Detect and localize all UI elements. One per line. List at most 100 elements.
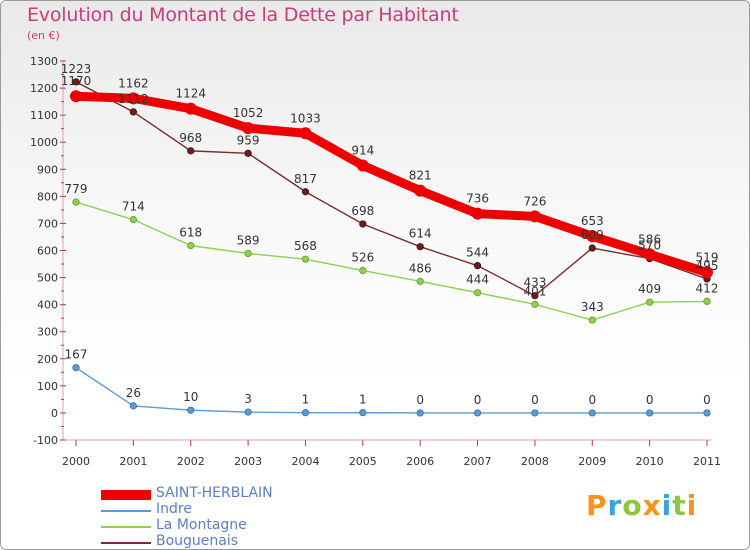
logo-letter: P bbox=[586, 489, 608, 522]
data-point bbox=[244, 149, 252, 157]
series-line bbox=[75, 367, 708, 414]
data-point bbox=[701, 266, 713, 279]
data-point bbox=[129, 216, 137, 224]
data-label: 10 bbox=[183, 390, 198, 404]
data-point bbox=[588, 409, 596, 417]
logo-letter: t bbox=[672, 489, 687, 522]
data-label: 821 bbox=[409, 169, 432, 183]
data-point bbox=[187, 242, 195, 250]
data-point bbox=[646, 298, 654, 306]
data-label: 1 bbox=[359, 393, 367, 407]
logo-letter: x bbox=[642, 489, 662, 522]
data-point bbox=[703, 409, 711, 417]
data-label: 495 bbox=[696, 259, 719, 273]
data-label: 0 bbox=[588, 393, 596, 407]
x-tick-label: 2008 bbox=[521, 455, 549, 468]
chart-subtitle: (en €) bbox=[27, 29, 60, 42]
data-label: 444 bbox=[466, 273, 489, 287]
x-tick-label: 2011 bbox=[693, 455, 721, 468]
data-point bbox=[531, 409, 539, 417]
chart-title: Evolution du Montant de la Dette par Hab… bbox=[27, 4, 459, 26]
y-tick-label: -100 bbox=[33, 434, 58, 447]
data-point bbox=[359, 220, 367, 228]
data-label: 618 bbox=[179, 226, 202, 240]
legend-label: SAINT-HERBLAIN bbox=[156, 485, 273, 501]
data-label: 0 bbox=[531, 393, 539, 407]
data-label: 1124 bbox=[175, 87, 206, 101]
data-point bbox=[473, 289, 482, 297]
data-label: 726 bbox=[523, 194, 546, 208]
y-tick-label: 600 bbox=[37, 245, 58, 258]
data-point bbox=[473, 409, 482, 417]
legend-item: La Montagne bbox=[101, 518, 321, 534]
x-tick-label: 2002 bbox=[177, 455, 205, 468]
y-tick-label: 1100 bbox=[30, 109, 58, 122]
data-point bbox=[359, 266, 367, 275]
data-point bbox=[414, 184, 427, 197]
data-label: 968 bbox=[179, 131, 202, 145]
data-label: 586 bbox=[638, 232, 661, 246]
y-tick-label: 1300 bbox=[30, 55, 58, 68]
data-point bbox=[356, 159, 369, 172]
data-point bbox=[646, 409, 654, 417]
x-tick-label: 2009 bbox=[578, 455, 606, 468]
legend-swatch bbox=[101, 526, 151, 528]
logo-letter: i bbox=[661, 489, 673, 522]
data-label: 1170 bbox=[61, 74, 92, 88]
data-label: 409 bbox=[638, 282, 661, 296]
legend-item: Bouguenais bbox=[101, 533, 321, 549]
data-label: 433 bbox=[523, 276, 546, 290]
data-label: 526 bbox=[351, 251, 374, 265]
data-point bbox=[588, 316, 596, 324]
y-tick-label: 1200 bbox=[30, 82, 58, 95]
data-label: 412 bbox=[696, 281, 719, 295]
data-point bbox=[72, 198, 80, 206]
data-label: 3 bbox=[244, 392, 252, 406]
data-point bbox=[531, 292, 539, 300]
data-point bbox=[127, 92, 140, 105]
legend-swatch bbox=[101, 490, 151, 500]
y-tick-label: 800 bbox=[37, 190, 58, 203]
data-point bbox=[471, 207, 484, 220]
data-label: 0 bbox=[703, 393, 711, 407]
data-point bbox=[528, 210, 541, 223]
logo-letter: i bbox=[686, 489, 698, 522]
data-point bbox=[72, 78, 80, 86]
x-tick-label: 2000 bbox=[62, 455, 90, 468]
x-tick-label: 2003 bbox=[234, 455, 262, 468]
data-point bbox=[187, 147, 195, 155]
data-label: 614 bbox=[409, 227, 432, 241]
data-point bbox=[129, 402, 137, 410]
x-tick-label: 2006 bbox=[406, 455, 434, 468]
data-point bbox=[531, 300, 539, 308]
proxiti-logo: Proxiti bbox=[586, 489, 697, 522]
data-label: 519 bbox=[696, 250, 719, 264]
data-label: 609 bbox=[581, 228, 604, 242]
data-point bbox=[244, 408, 252, 416]
series-line bbox=[75, 81, 708, 297]
data-label: 486 bbox=[409, 261, 432, 275]
y-tick-label: 400 bbox=[37, 299, 58, 312]
data-point bbox=[184, 102, 197, 115]
y-tick-label: 1000 bbox=[30, 136, 58, 149]
x-tick-label: 2001 bbox=[119, 455, 147, 468]
data-point bbox=[70, 90, 82, 103]
series-line bbox=[71, 91, 712, 277]
y-tick-label: 100 bbox=[37, 380, 58, 393]
x-tick-label: 2005 bbox=[349, 455, 377, 468]
logo-letter: r bbox=[607, 489, 623, 522]
data-point bbox=[301, 188, 310, 196]
data-label: 714 bbox=[122, 200, 145, 214]
data-label: 1112 bbox=[118, 92, 149, 106]
x-tick-label: 2010 bbox=[636, 455, 664, 468]
data-point bbox=[301, 255, 310, 263]
legend-label: Bouguenais bbox=[156, 533, 239, 549]
data-point bbox=[187, 406, 195, 414]
y-tick-label: 0 bbox=[51, 407, 58, 420]
data-label: 0 bbox=[474, 393, 482, 407]
data-label: 167 bbox=[65, 348, 88, 362]
y-tick-label: 700 bbox=[37, 217, 58, 230]
